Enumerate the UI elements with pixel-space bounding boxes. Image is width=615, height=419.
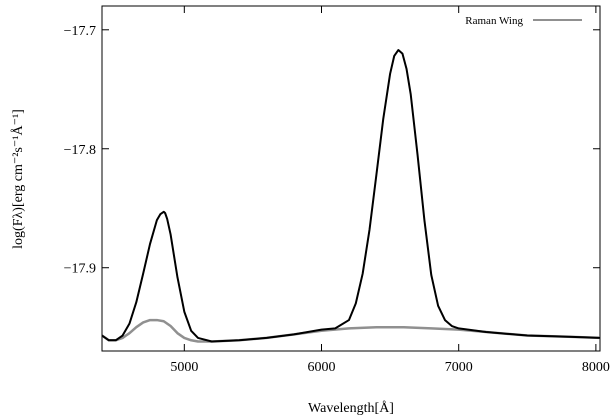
series-line-raman-wing (102, 318, 600, 343)
y-tick-label: −17.9 (64, 262, 96, 277)
x-tick-label: 5000 (170, 360, 198, 375)
y-tick-label: −17.7 (64, 24, 96, 39)
series-layer (102, 49, 600, 343)
x-tick-label: 8000 (582, 360, 610, 375)
ticks-layer: 5000 6000 7000 8000 −17.9 −17.8 −17.7 (64, 6, 610, 375)
y-axis-title: log(Fλ)[erg cm⁻²s⁻¹Å⁻¹] (10, 109, 26, 249)
legend: Raman Wing (465, 15, 582, 27)
y-tick-label: −17.8 (64, 143, 96, 158)
x-axis-title: Wavelength[Å] (308, 400, 394, 416)
plot-frame (101, 5, 601, 352)
legend-label-raman-wing: Raman Wing (465, 15, 523, 27)
x-tick-label: 7000 (445, 360, 473, 375)
x-tick-label: 6000 (308, 360, 336, 375)
series-line-spectrum (102, 49, 600, 343)
